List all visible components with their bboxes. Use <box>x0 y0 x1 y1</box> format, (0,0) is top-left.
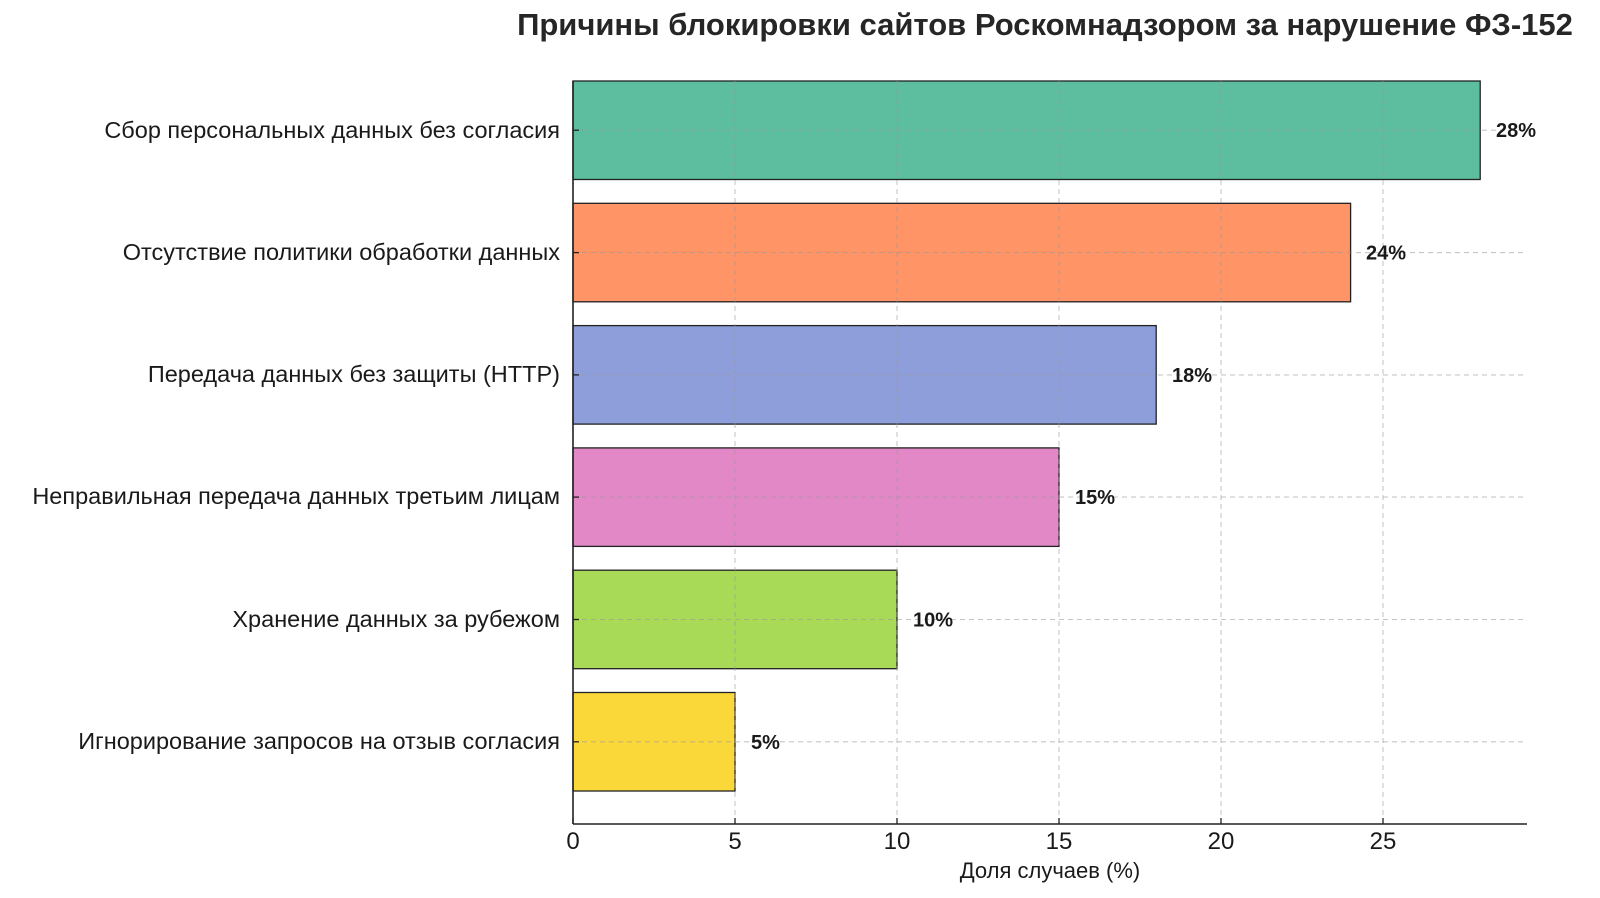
svg-text:10: 10 <box>884 828 911 855</box>
svg-text:15: 15 <box>1046 828 1073 855</box>
svg-text:18%: 18% <box>1172 365 1212 387</box>
svg-text:15%: 15% <box>1075 487 1115 509</box>
svg-text:Неправильная передача данных т: Неправильная передача данных третьим лиц… <box>32 483 560 509</box>
svg-text:Отсутствие политики обработки: Отсутствие политики обработки данных <box>123 239 560 265</box>
svg-text:Причины блокировки сайтов Роск: Причины блокировки сайтов Роскомнадзором… <box>517 7 1573 42</box>
svg-text:10%: 10% <box>913 610 953 632</box>
svg-text:0: 0 <box>566 828 579 855</box>
svg-text:25: 25 <box>1370 828 1397 855</box>
svg-text:Сбор персональных данных без с: Сбор персональных данных без согласия <box>104 117 560 143</box>
svg-text:Передача данных без защиты (HT: Передача данных без защиты (HTTP) <box>148 361 560 387</box>
svg-text:Игнорирование запросов на отзы: Игнорирование запросов на отзыв согласия <box>78 728 560 754</box>
svg-text:28%: 28% <box>1496 120 1536 142</box>
svg-text:5%: 5% <box>751 732 780 754</box>
svg-text:Доля случаев (%): Доля случаев (%) <box>960 858 1141 883</box>
svg-text:20: 20 <box>1208 828 1235 855</box>
svg-text:Хранение данных за рубежом: Хранение данных за рубежом <box>232 606 560 632</box>
svg-text:24%: 24% <box>1366 243 1406 265</box>
svg-text:5: 5 <box>728 828 741 855</box>
